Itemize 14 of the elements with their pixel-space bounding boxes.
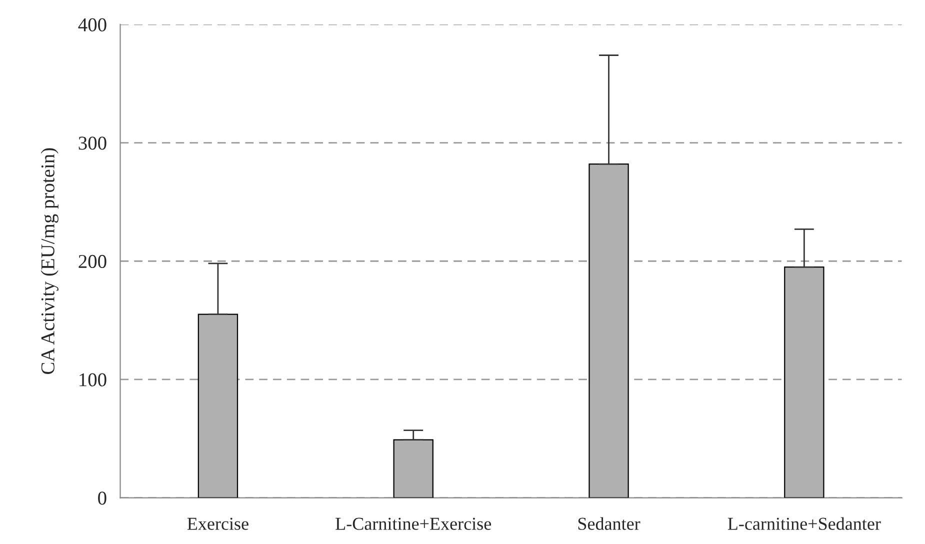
y-tick-label: 0	[98, 492, 106, 505]
y-tick-label: 200	[78, 254, 106, 268]
bar	[198, 314, 238, 498]
bar	[588, 164, 629, 498]
x-tick-label: Sedanter	[578, 517, 640, 530]
y-tick-label: 300	[78, 136, 106, 150]
y-tick-label: 100	[80, 373, 106, 386]
bar	[784, 266, 824, 498]
y-axis-title: CA Activity (EU/mg protein)	[40, 148, 58, 374]
y-tick-label: 400	[78, 18, 106, 32]
bar	[393, 439, 434, 498]
x-tick-label: L-Carnitine+Exercise	[336, 518, 492, 530]
x-tick-label: L-carnitine+Sedanter	[728, 517, 881, 530]
x-tick-label: Exercise	[187, 518, 248, 530]
